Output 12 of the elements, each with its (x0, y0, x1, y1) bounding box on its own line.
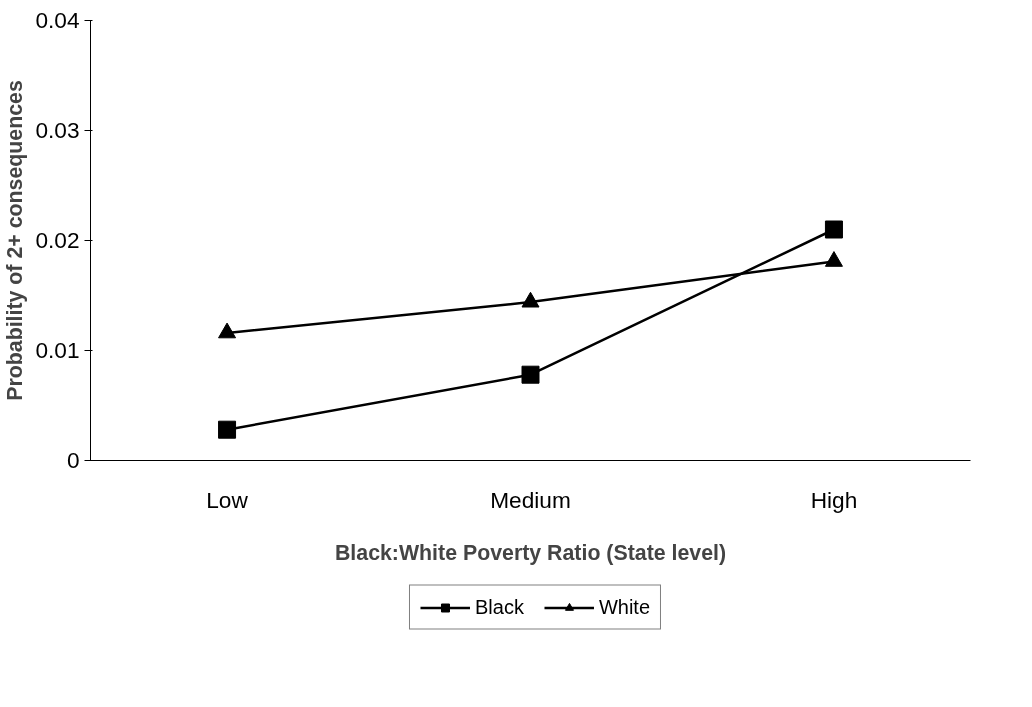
y-tick-label: 0 (66, 447, 80, 473)
x-tick-label: High (810, 486, 858, 513)
y-tick-label: 0.04 (35, 7, 80, 33)
x-axis-title: Black:White Poverty Ratio (State level) (334, 540, 727, 565)
x-tick-label: Medium (490, 486, 571, 513)
y-tick-label: 0.01 (35, 337, 80, 363)
y-tick-label: 0.03 (35, 117, 80, 143)
legend-label: Black (474, 595, 524, 619)
legend-label: White (598, 595, 651, 619)
x-tick-label: Low (206, 486, 249, 513)
y-axis-title: Probability of 2+ consequences (3, 80, 28, 401)
y-tick-label: 0.02 (35, 227, 80, 253)
